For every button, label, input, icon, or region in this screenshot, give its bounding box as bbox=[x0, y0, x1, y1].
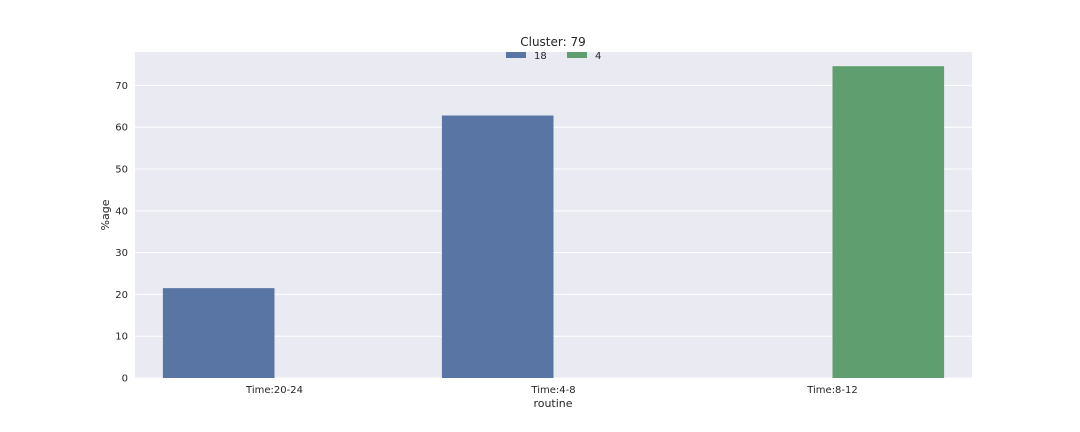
x-axis-label: routine bbox=[533, 397, 572, 410]
y-tick-label: 10 bbox=[115, 332, 128, 343]
y-tick-label: 0 bbox=[122, 374, 128, 385]
chart-title: Cluster: 79 bbox=[520, 35, 586, 49]
y-tick-label: 50 bbox=[115, 165, 128, 176]
y-tick-label: 60 bbox=[115, 123, 128, 134]
bars bbox=[162, 66, 945, 379]
x-tick-label: Time:8-12 bbox=[806, 385, 858, 396]
bar-4-Time:8-12 bbox=[832, 66, 945, 378]
x-tick-label: Time:4-8 bbox=[530, 385, 575, 396]
y-tick-label: 40 bbox=[115, 206, 128, 217]
legend: 18 4 bbox=[506, 51, 601, 62]
y-tick-label: 20 bbox=[115, 290, 128, 301]
y-axis-ticks: 0 10 20 30 40 50 60 70 bbox=[115, 81, 128, 385]
x-axis-ticks: Time:20-24 Time:4-8 Time:8-12 bbox=[245, 385, 858, 396]
y-tick-label: 30 bbox=[115, 248, 128, 259]
legend-label: 4 bbox=[595, 51, 601, 62]
legend-label: 18 bbox=[534, 51, 547, 62]
y-axis-label: %age bbox=[99, 199, 112, 230]
bar-18-Time:4-8 bbox=[441, 115, 554, 379]
legend-swatch-18 bbox=[506, 52, 526, 58]
x-tick-label: Time:20-24 bbox=[245, 385, 303, 396]
bar-18-Time:20-24 bbox=[162, 288, 275, 378]
y-tick-label: 70 bbox=[115, 81, 128, 92]
legend-swatch-4 bbox=[567, 52, 587, 58]
